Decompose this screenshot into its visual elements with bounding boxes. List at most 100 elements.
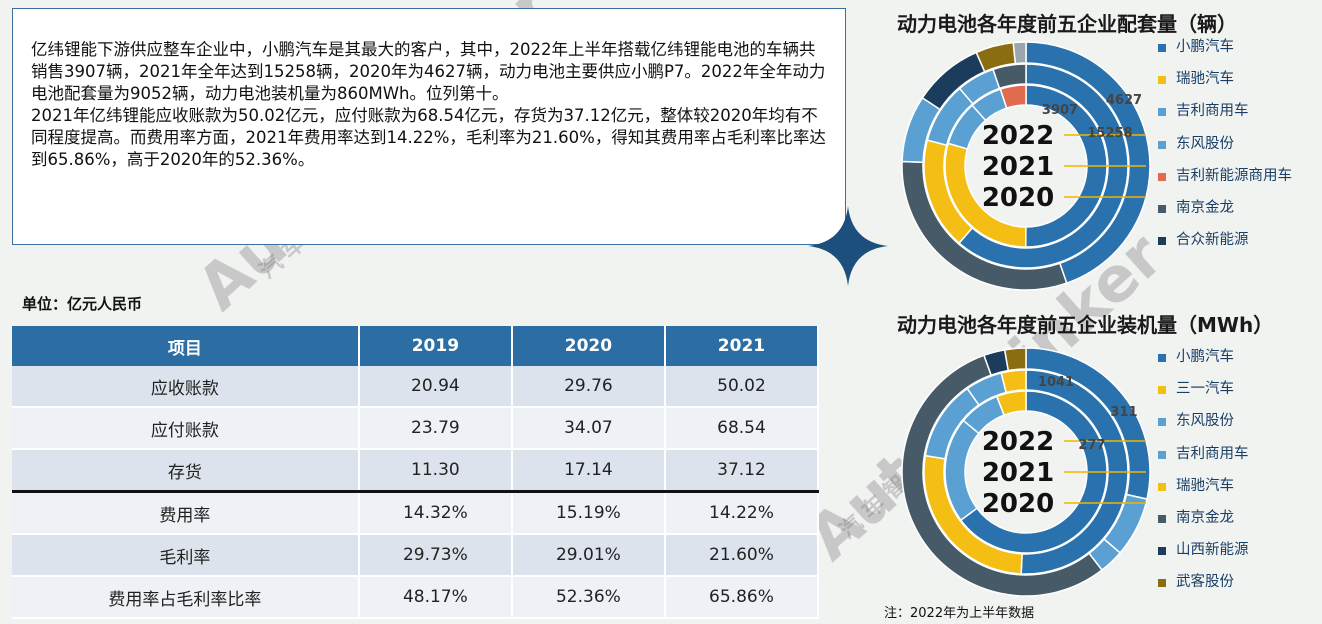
legend-label: 南京金龙 <box>1176 509 1234 526</box>
cell: 68.54 <box>664 407 820 450</box>
table-row: 应付账款 23.79 34.07 68.54 <box>12 407 820 450</box>
footnote: 注：2022年为上半年数据 <box>884 606 1035 621</box>
table-row: 费用率 14.32% 15.19% 14.22% <box>12 490 820 535</box>
cell: 37.12 <box>664 449 820 493</box>
cell: 20.94 <box>358 366 513 408</box>
table-row: 存货 11.30 17.14 37.12 <box>12 449 820 493</box>
donut-segment-2021 <box>1000 369 1027 394</box>
summary-paragraph-2: 2021年亿纬锂能应收账款为50.02亿元，应付账款为68.54亿元，存货为37… <box>31 106 826 169</box>
data-label: 311 <box>1110 405 1137 420</box>
cell: 15.19% <box>511 490 666 535</box>
legend-label: 瑞驰汽车 <box>1176 477 1234 494</box>
legend-swatch <box>1158 354 1166 362</box>
cell: 费用率占毛利率比率 <box>12 576 360 619</box>
donut-segment-2020 <box>1003 347 1027 372</box>
center-year-label: 2021 <box>982 152 1054 182</box>
center-year-label: 2020 <box>982 489 1054 519</box>
header-2020: 2020 <box>511 326 666 366</box>
chart2-title: 动力电池各年度前五企业装机量（MWh） <box>897 313 1274 337</box>
donut-segment-2020 <box>1012 41 1027 65</box>
legend-label: 山西新能源 <box>1176 542 1249 559</box>
cell: 48.17% <box>358 576 513 619</box>
legend-label: 南京金龙 <box>1176 199 1234 216</box>
legend-label: 瑞驰汽车 <box>1176 71 1234 88</box>
legend-item: 小鹏汽车 <box>1158 348 1298 380</box>
legend-item: 山西新能源 <box>1158 541 1298 573</box>
center-year-label: 2022 <box>982 121 1054 151</box>
legend-swatch <box>1158 204 1166 213</box>
legend-label: 小鹏汽车 <box>1176 349 1234 365</box>
legend-item: 南京金龙 <box>1158 199 1298 231</box>
legend-item: 东风股份 <box>1158 412 1298 444</box>
cell: 存货 <box>12 449 360 493</box>
legend-swatch <box>1158 172 1166 181</box>
legend-item: 三一汽车 <box>1158 380 1298 412</box>
legend-label: 小鹏汽车 <box>1176 39 1234 55</box>
legend-swatch <box>1158 108 1166 117</box>
chart2-legend: 小鹏汽车三一汽车东风股份 吉利商用车瑞驰汽车南京金龙山西新能源武客股份 <box>1158 348 1298 606</box>
legend-label: 合众新能源 <box>1176 232 1249 249</box>
legend-item: 瑞驰汽车 <box>1158 477 1298 509</box>
data-label: 1041 <box>1038 375 1074 390</box>
cell: 52.36% <box>511 576 666 619</box>
table-row: 毛利率 29.73% 29.01% 21.60% <box>12 534 820 577</box>
donut-segment-2022 <box>995 390 1027 417</box>
legend-label: 三一汽车 <box>1176 381 1234 398</box>
legend-item: 小鹏汽车 <box>1158 38 1298 70</box>
legend-swatch <box>1158 482 1166 491</box>
donut-segment-2021 <box>958 63 1129 269</box>
cell: 毛利率 <box>12 534 360 577</box>
cell: 21.60% <box>664 534 820 577</box>
data-label: 4627 <box>1106 93 1142 108</box>
cell: 17.14 <box>511 449 666 493</box>
header-item: 项目 <box>12 326 360 366</box>
legend-label: 武客股份 <box>1176 574 1234 591</box>
legend-swatch <box>1158 579 1166 588</box>
table-header-row: 项目 2019 2020 2021 <box>12 326 820 366</box>
header-2021: 2021 <box>664 326 820 366</box>
legend-swatch <box>1158 450 1166 459</box>
cell: 50.02 <box>664 366 820 408</box>
legend-swatch <box>1158 514 1166 523</box>
legend-item: 瑞驰汽车 <box>1158 70 1298 102</box>
cell: 65.86% <box>664 576 820 619</box>
financial-table: 项目 2019 2020 2021 应收账款 20.94 29.76 50.02… <box>12 326 820 619</box>
center-year-label: 2020 <box>982 183 1054 213</box>
table-row: 费用率占毛利率比率 48.17% 52.36% 65.86% <box>12 576 820 619</box>
legend-item: 南京金龙 <box>1158 509 1298 541</box>
legend-swatch <box>1158 547 1166 556</box>
summary-paragraph-1: 亿纬锂能下游供应整车企业中，小鹏汽车是其最大的客户，其中，2022年上半年搭载亿… <box>31 40 826 103</box>
summary-textbox: 亿纬锂能下游供应整车企业中，小鹏汽车是其最大的客户，其中，2022年上半年搭载亿… <box>12 8 846 245</box>
center-year-label: 2021 <box>982 458 1054 488</box>
cell: 23.79 <box>358 407 513 450</box>
donut-segment-2021 <box>992 63 1027 90</box>
cell: 费用率 <box>12 490 360 535</box>
donut-segment-2022 <box>999 84 1027 110</box>
legend-item: 吉利商用车 <box>1158 445 1298 477</box>
legend-swatch <box>1158 418 1166 427</box>
chart1-title: 动力电池各年度前五企业配套量（辆） <box>897 12 1237 36</box>
legend-label: 吉利商用车 <box>1176 445 1249 462</box>
legend-swatch <box>1158 44 1166 52</box>
legend-item: 东风股份 <box>1158 135 1298 167</box>
cell: 29.73% <box>358 534 513 577</box>
cell: 29.76 <box>511 366 666 408</box>
legend-item: 武客股份 <box>1158 573 1298 605</box>
legend-swatch <box>1158 140 1166 149</box>
header-2019: 2019 <box>358 326 513 366</box>
chart1-legend: 小鹏汽车 瑞驰汽车 吉利商用车 东风股份 吉利新能源商用车 南京金龙 合众新能源 <box>1158 38 1298 263</box>
cell: 应收账款 <box>12 366 360 408</box>
cell: 29.01% <box>511 534 666 577</box>
donut-segment-2022 <box>959 390 1108 554</box>
legend-item: 合众新能源 <box>1158 231 1298 263</box>
legend-label: 吉利商用车 <box>1176 103 1249 120</box>
cell: 应付账款 <box>12 407 360 450</box>
cell: 34.07 <box>511 407 666 450</box>
legend-item: 吉利商用车 <box>1158 102 1298 134</box>
data-label: 277 <box>1078 438 1105 453</box>
legend-swatch <box>1158 386 1166 395</box>
data-label: 3907 <box>1042 103 1078 118</box>
legend-swatch <box>1158 76 1166 85</box>
cell: 14.22% <box>664 490 820 535</box>
